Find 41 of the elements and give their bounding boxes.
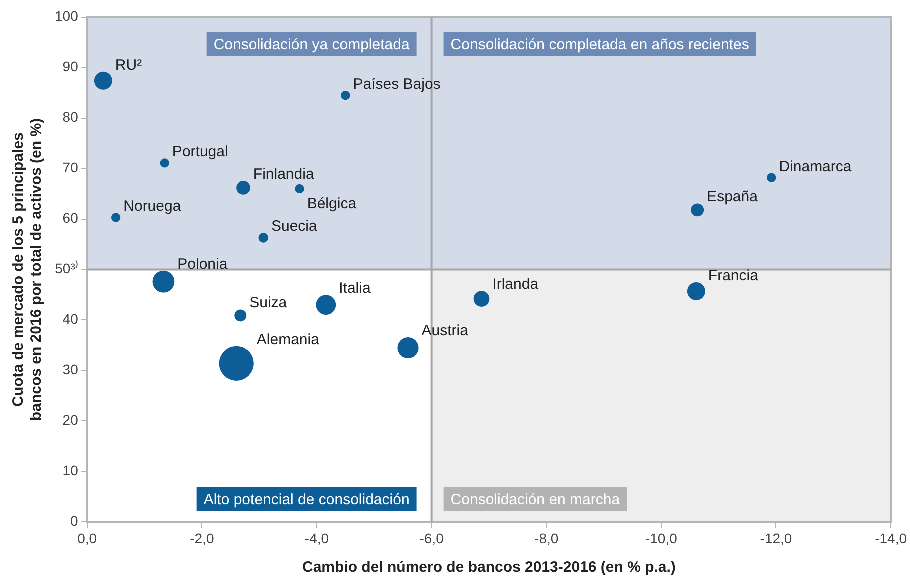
x-tick-label: -2,0 — [190, 530, 214, 546]
series-label: Dinamarca — [779, 158, 852, 176]
series-label: Países Bajos — [353, 76, 441, 93]
series-label: Francia — [708, 267, 760, 284]
x-tick-label: -14,0 — [875, 530, 908, 546]
x-axis-title: Cambio del número de bancos 2013-2016 (en % p.a.) — [302, 559, 676, 576]
annotation: Consolidación en marcha — [450, 491, 621, 508]
y-tick-label: 90 — [62, 58, 79, 75]
y-tick-label: 30 — [62, 362, 79, 378]
y-tick-label: 50³⁾ — [55, 260, 78, 277]
x-tick-label: -12,0 — [760, 530, 792, 546]
series-label: Austria — [422, 322, 470, 340]
annotation: Alto potencial de consolidación — [204, 491, 410, 508]
series-label: Alemania — [256, 331, 320, 348]
series-label: Bélgica — [307, 196, 358, 213]
y-tick-label: 70 — [62, 160, 79, 176]
x-tick-label: -8,0 — [534, 530, 559, 546]
annotation: Consolidación completada en años recientes — [450, 36, 750, 54]
series-label: Portugal — [172, 144, 228, 161]
series-label: Suiza — [250, 294, 288, 312]
y-axis-title: Cuota de mercado de los 5 principales bancos en 2016 por total de activos (en %) — [10, 118, 46, 422]
y-tick-label: 40 — [62, 311, 79, 328]
y-tick-label: 0 — [70, 513, 79, 530]
series-label: Suecia — [271, 218, 318, 236]
y-tick-label: 10 — [62, 462, 79, 479]
y-tick-label: 20 — [62, 412, 79, 428]
series-label: Finlandia — [253, 166, 315, 184]
x-tick-label: 0,0 — [78, 530, 98, 546]
y-tick-label: 60 — [62, 210, 79, 226]
annotation: Consolidación ya completada — [214, 36, 410, 54]
series-label: RU² — [115, 56, 142, 74]
series-label: Italia — [339, 280, 372, 298]
x-tick-label: -10,0 — [645, 530, 678, 546]
x-tick-label: -6,0 — [420, 530, 444, 546]
x-tick-label: -4,0 — [304, 530, 330, 546]
series-label: Noruega — [124, 198, 182, 216]
y-tick-label: 100 — [55, 8, 79, 24]
y-tick-label: 80 — [62, 109, 79, 126]
series-label: Irlanda — [492, 276, 540, 294]
series-label: España — [707, 188, 759, 206]
series-label: Polonia — [178, 256, 228, 273]
